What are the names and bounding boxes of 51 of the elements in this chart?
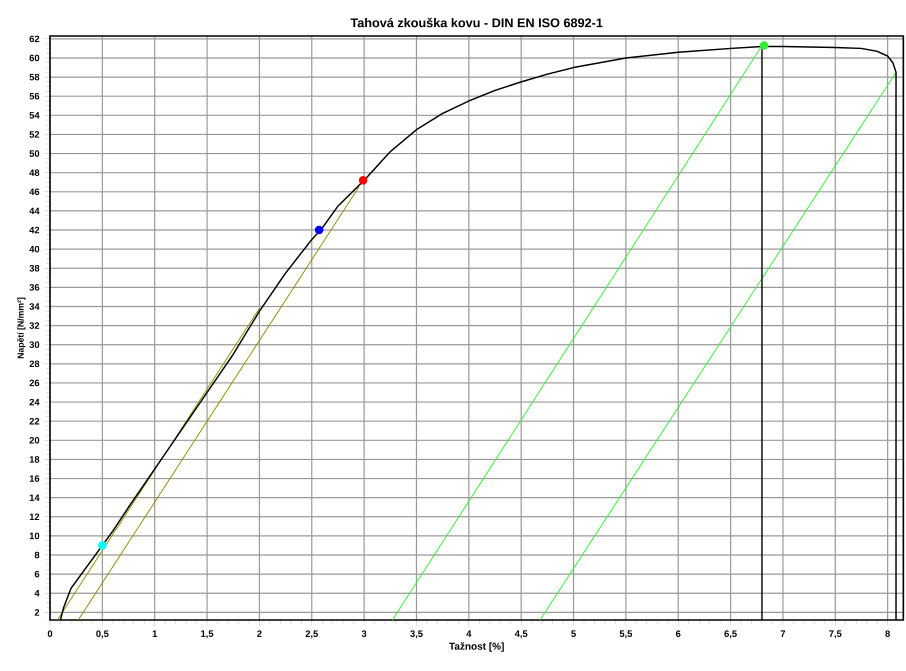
y-tick-label: 46 <box>29 188 40 196</box>
x-axis-title: Tažnost [%] <box>449 642 504 652</box>
x-tick-label: 4,5 <box>514 630 528 638</box>
x-tick-label: 3,5 <box>410 630 423 638</box>
y-tick-label: 50 <box>30 150 40 157</box>
x-tick-label: 0 <box>48 630 52 637</box>
y-tick-label: 10 <box>30 532 40 540</box>
y-tick-label: 4 <box>34 590 40 596</box>
y-tick-label: 32 <box>29 322 40 329</box>
y-tick-label: 6 <box>34 570 40 578</box>
y-tick-label: 44 <box>29 208 40 214</box>
y-tick-label: 26 <box>30 380 40 386</box>
x-tick-label: 0,5 <box>96 630 109 638</box>
y-tick-label: 30 <box>29 341 40 348</box>
y-tick-label: 62 <box>30 36 40 42</box>
x-tick-label: 7 <box>780 630 786 637</box>
x-tick-label: 1 <box>152 630 158 637</box>
y-tick-label: 16 <box>30 475 40 482</box>
x-tick-label: 2,5 <box>306 630 318 638</box>
y-axis-title: Napětí [N/mm²] <box>17 298 26 358</box>
y-tick-label: 28 <box>30 360 40 368</box>
y-tick-label: 8 <box>34 552 40 558</box>
y-tick-label: 58 <box>30 74 40 80</box>
y-tick-label: 56 <box>30 92 40 100</box>
y-tick-label: 24 <box>30 398 40 406</box>
y-tick-label: 20 <box>30 437 40 444</box>
x-tick-label: 4 <box>466 630 472 637</box>
y-tick-label: 54 <box>30 112 40 119</box>
x-tick-label: 8 <box>885 630 890 637</box>
y-tick-label: 48 <box>29 169 40 176</box>
y-tick-label: 38 <box>29 264 40 272</box>
y-tick-label: 14 <box>30 494 40 501</box>
y-tick-label: 40 <box>29 246 40 252</box>
y-tick-label: 12 <box>30 514 40 520</box>
x-tick-label: 3 <box>362 630 366 638</box>
x-tick-label: 6,5 <box>724 630 737 638</box>
x-tick-label: 1,5 <box>201 630 214 638</box>
x-tick-label: 5,5 <box>620 630 632 638</box>
x-tick-label: 2 <box>257 630 262 637</box>
x-tick-label: 6 <box>676 630 680 637</box>
y-tick-label: 2 <box>34 609 40 616</box>
x-tick-label: 5 <box>571 630 576 637</box>
x-tick-label: 7,5 <box>829 630 842 638</box>
y-tick-label: 22 <box>30 418 40 424</box>
y-tick-label: 42 <box>29 226 40 234</box>
y-tick-label: 60 <box>30 54 40 62</box>
chart-title: Tahová zkouška kovu - DIN EN ISO 6892-1 <box>350 18 603 28</box>
y-tick-label: 18 <box>30 456 40 463</box>
y-tick-label: 52 <box>30 131 40 138</box>
y-tick-label: 36 <box>29 284 40 291</box>
y-tick-label: 34 <box>29 303 40 310</box>
